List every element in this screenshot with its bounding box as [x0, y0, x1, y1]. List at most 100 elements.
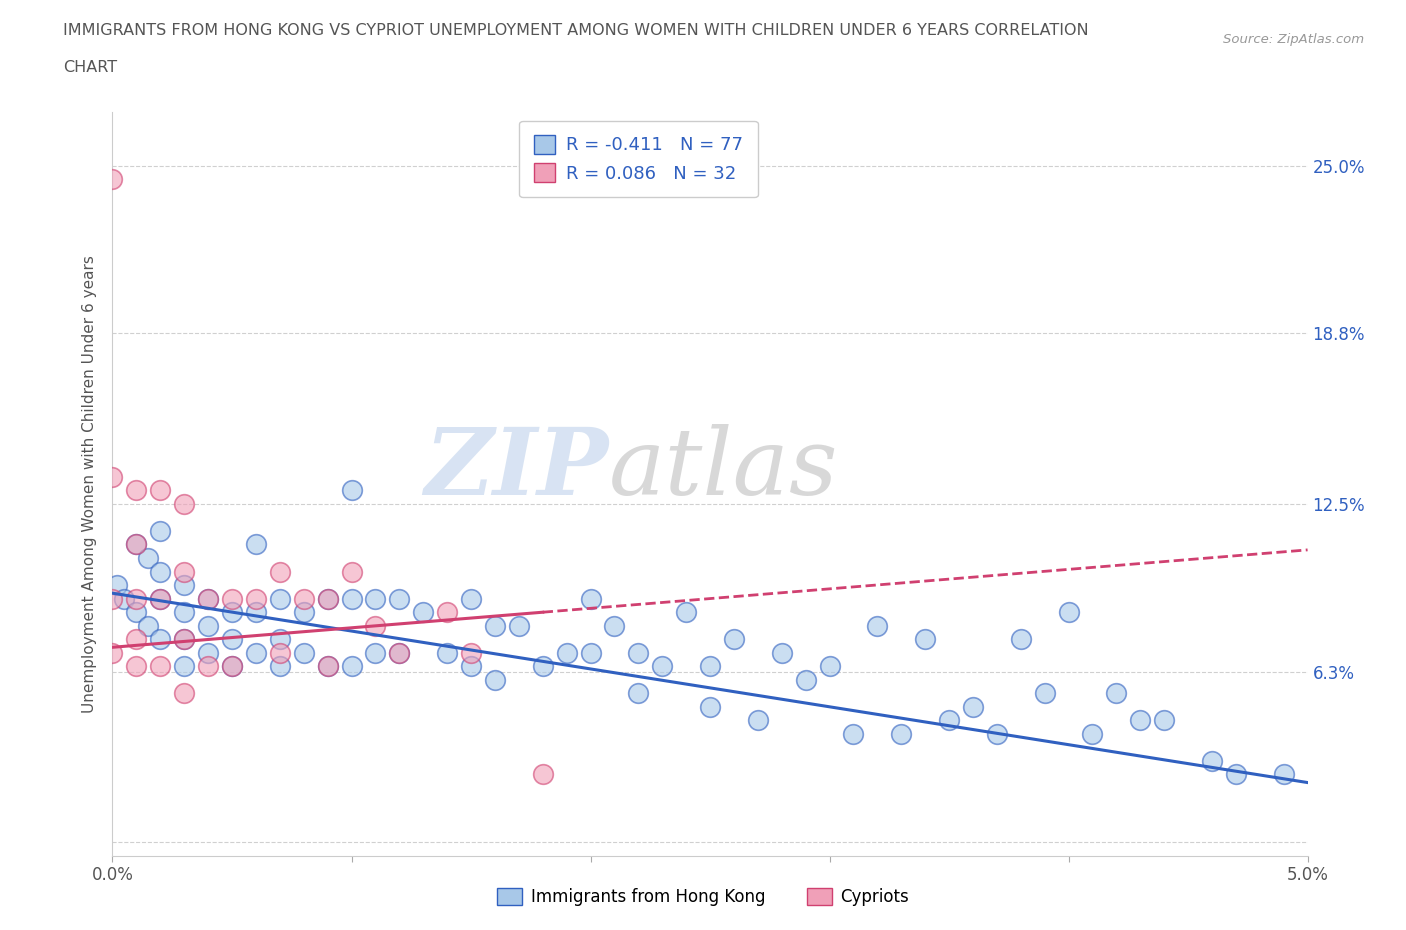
Point [173, 685, 195, 700]
Point [723, 631, 745, 646]
Point [460, 658, 482, 673]
Point [221, 631, 243, 646]
Point [388, 645, 411, 660]
Point [138, 551, 160, 565]
Point [316, 658, 339, 673]
Point [986, 726, 1008, 741]
Point [770, 645, 793, 660]
Point [962, 699, 984, 714]
Point [1057, 604, 1080, 619]
Text: ZIP: ZIP [425, 424, 609, 513]
Point [245, 591, 267, 606]
Point [484, 672, 506, 687]
Text: Source: ZipAtlas.com: Source: ZipAtlas.com [1223, 33, 1364, 46]
Text: atlas: atlas [609, 424, 838, 513]
Point [245, 604, 267, 619]
Point [818, 658, 841, 673]
Point [436, 604, 458, 619]
Point [340, 658, 363, 673]
Point [173, 604, 195, 619]
Point [173, 578, 195, 592]
Point [125, 658, 148, 673]
Point [125, 604, 148, 619]
Point [125, 483, 148, 498]
Point [101, 645, 124, 660]
Point [173, 658, 195, 673]
Point [747, 713, 769, 728]
Y-axis label: Unemployment Among Women with Children Under 6 years: Unemployment Among Women with Children U… [82, 255, 97, 712]
Point [1272, 767, 1295, 782]
Point [125, 631, 148, 646]
Point [555, 645, 578, 660]
Point [316, 658, 339, 673]
Point [149, 524, 172, 538]
Point [412, 604, 434, 619]
Point [1153, 713, 1175, 728]
Text: IMMIGRANTS FROM HONG KONG VS CYPRIOT UNEMPLOYMENT AMONG WOMEN WITH CHILDREN UNDE: IMMIGRANTS FROM HONG KONG VS CYPRIOT UNE… [63, 23, 1088, 38]
Point [627, 685, 650, 700]
Point [1129, 713, 1152, 728]
Point [1010, 631, 1032, 646]
Point [125, 537, 148, 551]
Point [651, 658, 673, 673]
Point [579, 645, 602, 660]
Point [388, 645, 411, 660]
Point [890, 726, 912, 741]
Point [531, 767, 554, 782]
Point [221, 658, 243, 673]
Point [436, 645, 458, 660]
Point [627, 645, 650, 660]
Point [842, 726, 865, 741]
Point [197, 658, 219, 673]
Point [1033, 685, 1056, 700]
Point [221, 591, 243, 606]
Point [269, 645, 291, 660]
Point [101, 591, 124, 606]
Point [221, 658, 243, 673]
Point [794, 672, 817, 687]
Point [340, 591, 363, 606]
Point [125, 591, 148, 606]
Point [316, 591, 339, 606]
Point [149, 483, 172, 498]
Point [173, 631, 195, 646]
Point [173, 631, 195, 646]
Point [149, 591, 172, 606]
Point [245, 537, 267, 551]
Point [149, 565, 172, 579]
Point [269, 591, 291, 606]
Point [340, 565, 363, 579]
Point [603, 618, 626, 633]
Point [508, 618, 530, 633]
Point [866, 618, 889, 633]
Point [460, 591, 482, 606]
Point [1081, 726, 1104, 741]
Point [197, 618, 219, 633]
Point [1201, 753, 1223, 768]
Point [292, 645, 315, 660]
Point [579, 591, 602, 606]
Point [292, 604, 315, 619]
Text: CHART: CHART [63, 60, 117, 75]
Point [1225, 767, 1247, 782]
Point [699, 699, 721, 714]
Point [938, 713, 960, 728]
Point [460, 645, 482, 660]
Point [101, 470, 124, 485]
Point [114, 591, 135, 606]
Point [675, 604, 697, 619]
Point [149, 631, 172, 646]
Point [269, 658, 291, 673]
Point [197, 591, 219, 606]
Legend: R = -0.411   N = 77, R = 0.086   N = 32: R = -0.411 N = 77, R = 0.086 N = 32 [519, 121, 758, 197]
Legend: Immigrants from Hong Kong, Cypriots: Immigrants from Hong Kong, Cypriots [491, 881, 915, 912]
Point [699, 658, 721, 673]
Point [149, 658, 172, 673]
Point [914, 631, 936, 646]
Point [531, 658, 554, 673]
Point [105, 578, 128, 592]
Point [269, 631, 291, 646]
Point [125, 537, 148, 551]
Point [221, 604, 243, 619]
Point [173, 497, 195, 512]
